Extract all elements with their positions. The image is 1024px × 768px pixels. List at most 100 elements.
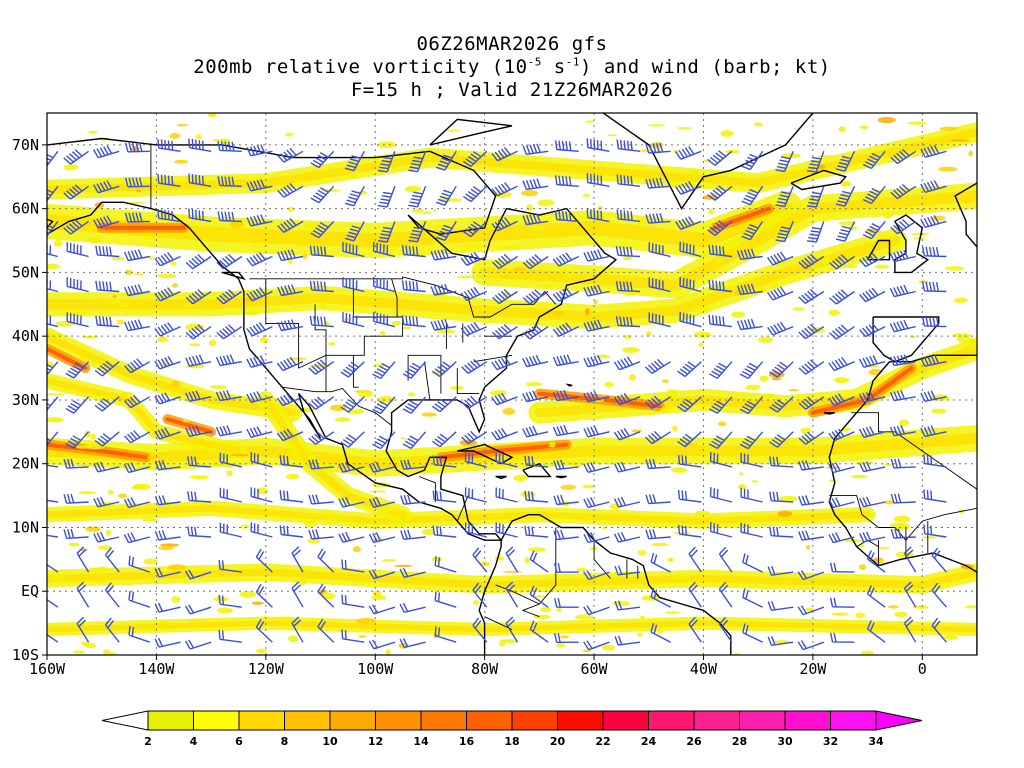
wind-barb — [460, 286, 488, 302]
wind-barb — [66, 242, 89, 258]
vorticity-patch — [818, 164, 826, 169]
colorbar-segment — [466, 710, 513, 731]
wind-barb — [154, 567, 181, 578]
lat-label: 60N — [12, 200, 39, 218]
wind-barb — [372, 276, 396, 293]
wind-barb — [552, 389, 579, 402]
vorticity-patch — [759, 375, 769, 382]
wind-barb — [472, 617, 488, 643]
vorticity-patch — [861, 650, 874, 655]
vorticity-patch — [81, 335, 100, 339]
wind-barb — [688, 616, 702, 643]
wind-barb — [462, 220, 488, 238]
colorbar-label: 30 — [777, 735, 793, 748]
wind-barb — [372, 241, 396, 258]
wind-barb — [645, 458, 671, 470]
wind-barb — [491, 427, 518, 441]
wind-barb — [677, 489, 702, 503]
political-border — [424, 361, 431, 400]
wind-barb — [310, 185, 335, 204]
wind-barb — [767, 286, 794, 301]
wind-barb — [645, 212, 671, 224]
lon-label: 20W — [799, 660, 827, 678]
wind-barb — [707, 150, 733, 166]
political-border — [456, 495, 469, 522]
vorticity-patch — [87, 567, 107, 573]
vorticity-patch — [631, 429, 643, 433]
wind-barb — [216, 289, 243, 305]
wind-barb — [859, 461, 886, 473]
wind-barb — [341, 594, 365, 608]
vorticity-patch — [127, 201, 147, 205]
wind-barb — [492, 253, 518, 270]
vorticity-patch — [473, 600, 480, 605]
vorticity-patch — [292, 230, 301, 234]
wind-barb — [291, 546, 304, 573]
vorticity-patch — [446, 129, 461, 132]
vorticity-patch — [143, 558, 158, 565]
wind-barb — [399, 602, 426, 613]
vorticity-patch — [136, 189, 142, 193]
wind-barb — [923, 524, 947, 538]
wind-barb — [277, 147, 304, 163]
wind-barb — [344, 150, 365, 172]
wind-barb — [215, 390, 242, 402]
vorticity-patch — [49, 574, 66, 580]
vorticity-patch — [877, 116, 896, 124]
wind-barb — [775, 186, 794, 208]
vorticity-patch — [816, 578, 827, 582]
wind-barb — [47, 563, 59, 573]
vorticity-patch — [217, 607, 233, 614]
wind-barb — [93, 531, 120, 543]
vorticity-patch — [622, 347, 640, 353]
wind-barb — [798, 359, 825, 375]
vorticity-patch — [921, 536, 938, 539]
wind-barb — [798, 323, 825, 340]
wind-barb — [858, 391, 886, 403]
vorticity-patch — [639, 615, 645, 620]
wind-barb — [707, 185, 733, 201]
vorticity-patch — [493, 191, 512, 198]
wind-barb — [613, 461, 641, 473]
wind-barb — [858, 355, 886, 368]
vorticity-patch — [708, 208, 714, 215]
vorticity-patch — [304, 222, 319, 230]
colorbar-over-triangle — [875, 710, 923, 731]
wind-barb — [586, 208, 610, 223]
vorticity-patch — [661, 379, 670, 383]
wind-barb — [529, 585, 549, 608]
wind-barb — [187, 456, 212, 468]
vorticity-patch — [951, 139, 970, 142]
wind-barb — [218, 594, 242, 608]
wind-barb — [583, 390, 610, 403]
wind-barb — [340, 431, 365, 448]
vorticity-patch — [502, 570, 523, 573]
vorticity-patch — [157, 273, 177, 278]
vorticity-patch — [368, 490, 387, 493]
lon-label: 100W — [357, 660, 394, 678]
wind-barb — [340, 361, 365, 378]
wind-barb — [63, 149, 90, 165]
wind-barb — [920, 390, 947, 402]
wind-barb — [461, 395, 488, 409]
wind-barb — [276, 428, 304, 442]
wind-barb — [291, 581, 304, 608]
vorticity-patch — [945, 266, 965, 271]
vorticity-patch — [285, 418, 293, 424]
wind-barb — [718, 616, 733, 643]
vorticity-patch — [883, 500, 895, 505]
vorticity-patch — [287, 206, 295, 212]
wind-barb — [615, 281, 641, 293]
vorticity-patch — [476, 272, 492, 279]
coastline — [602, 113, 814, 210]
wind-barb — [835, 221, 856, 242]
wind-barb — [94, 431, 120, 447]
wind-barb — [408, 151, 427, 173]
wind-barb — [368, 604, 396, 615]
wind-barb — [341, 559, 365, 573]
wind-barb — [104, 582, 120, 608]
colorbar-label: 32 — [823, 735, 838, 748]
vorticity-patch — [81, 641, 90, 646]
wind-barb — [400, 494, 426, 505]
wind-barb — [430, 248, 457, 261]
